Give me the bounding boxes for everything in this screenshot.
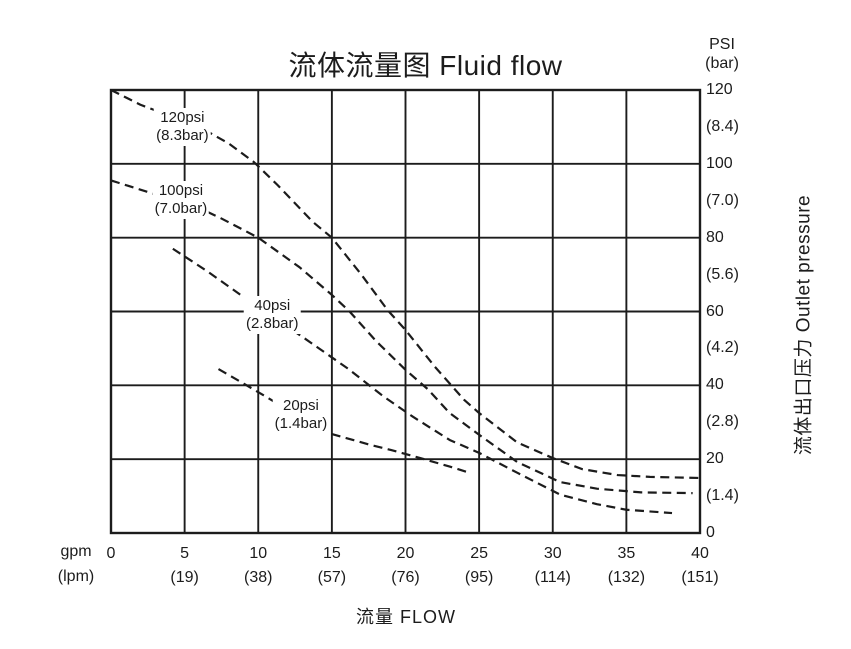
curve-label-120psi: 120psi (8.3bar) [154, 107, 211, 146]
y-tick-psi: 60 [706, 302, 724, 320]
y-tick-psi: 40 [706, 376, 724, 394]
x-axis-unit-gpm: gpm [60, 543, 92, 560]
x-tick-gpm: 35 [617, 545, 636, 562]
x-axis-title: 流量 FLOW [356, 607, 456, 627]
curve-label-bar: (7.0bar) [154, 199, 208, 217]
plot-border [109, 88, 702, 535]
chart-title: 流体流量图 Fluid flow [288, 50, 563, 81]
right-axis-unit-psi: PSI [709, 36, 735, 53]
curve-label-bar: (8.3bar) [156, 126, 209, 144]
right-axis-unit-bar: (bar) [705, 55, 739, 72]
curve-label-psi: 20psi [283, 397, 319, 415]
curve-label-20psi: 20psi (1.4bar) [272, 396, 330, 435]
x-tick-gpm: 15 [322, 545, 341, 562]
curve-label-bar: (2.8bar) [245, 314, 299, 332]
x-tick-lpm: (132) [607, 569, 646, 586]
x-tick-lpm: (76) [391, 569, 420, 586]
y-tick-bar: (4.2) [706, 339, 739, 357]
x-tick-lpm: (151) [681, 569, 719, 586]
y-tick-psi: 0 [706, 524, 715, 541]
x-axis-unit-lpm: (lpm) [57, 568, 95, 585]
x-tick-gpm: 5 [180, 545, 190, 562]
y-tick-bar: (5.6) [706, 265, 739, 283]
curve-100psi [110, 179, 693, 495]
x-tick-gpm: 10 [249, 545, 268, 562]
x-tick-lpm: (114) [534, 569, 571, 586]
x-tick-gpm: 30 [543, 545, 562, 562]
x-tick-gpm: 0 [106, 545, 116, 562]
y-tick-bar: (8.4) [706, 117, 739, 135]
y-tick-bar: (1.4) [706, 487, 739, 505]
x-tick-lpm: (95) [464, 569, 494, 586]
curve-label-psi: 100psi [158, 181, 204, 199]
curve-40psi [172, 247, 673, 515]
grid-lines [110, 89, 701, 534]
x-tick-lpm: (57) [317, 569, 347, 586]
x-tick-lpm: (38) [244, 569, 273, 586]
x-tick-gpm: 40 [691, 545, 709, 562]
curve-label-40psi: 40psi (2.8bar) [243, 295, 301, 334]
y-tick-psi: 100 [706, 154, 733, 172]
curve-label-psi: 40psi [254, 296, 291, 314]
curve-label-psi: 120psi [160, 108, 205, 126]
x-tick-lpm: (19) [170, 569, 199, 586]
y-tick-psi: 80 [706, 228, 724, 246]
y-tick-psi: 20 [706, 450, 724, 468]
y-tick-bar: (7.0) [706, 191, 739, 209]
curve-label-bar: (1.4bar) [274, 415, 328, 433]
x-tick-gpm: 25 [470, 545, 489, 562]
y-tick-bar: (2.8) [706, 413, 739, 431]
curve-20psi [217, 368, 468, 474]
curve-label-100psi: 100psi (7.0bar) [152, 180, 210, 219]
x-tick-gpm: 20 [396, 545, 415, 562]
y-tick-psi: 120 [706, 81, 733, 98]
